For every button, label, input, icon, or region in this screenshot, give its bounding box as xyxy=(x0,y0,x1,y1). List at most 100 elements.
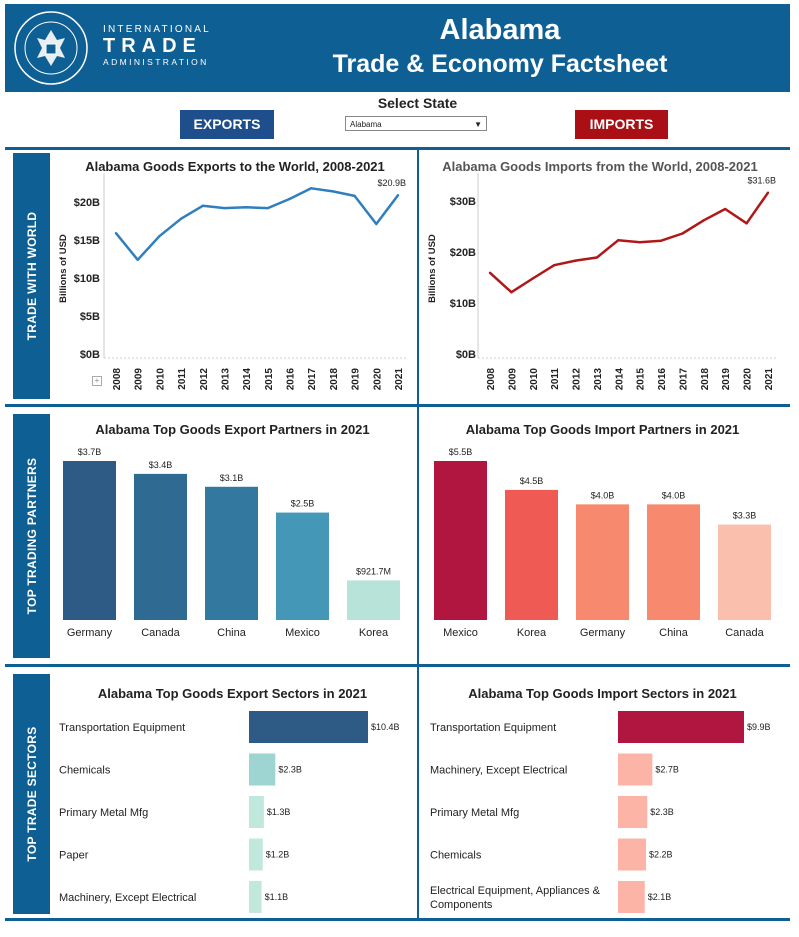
imports-xtick-label: 2019 xyxy=(721,368,732,391)
exports-xtick-label: 2014 xyxy=(242,368,253,391)
import-sectors-bar-label: $2.7B xyxy=(655,765,679,775)
exports-data-point xyxy=(179,217,183,220)
imports-xtick-label: 2008 xyxy=(486,368,497,391)
export-partners-category-label: Korea xyxy=(359,627,389,639)
ita-line2: TRADE xyxy=(103,35,202,57)
exports-last-value-label: $20.9B xyxy=(377,178,406,188)
exports-xtick-label: 2010 xyxy=(155,368,166,391)
imports-xtick-label: 2011 xyxy=(550,368,561,390)
imports-xtick-label: 2020 xyxy=(743,368,754,391)
exports-data-point xyxy=(353,194,356,198)
import-partners-category-label: Canada xyxy=(725,627,764,639)
sidebar-top-trading-partners: TOP TRADING PARTNERS xyxy=(13,414,50,658)
column-divider-2 xyxy=(417,407,419,664)
imports-data-point xyxy=(702,219,706,222)
export-partners-category-label: China xyxy=(217,627,247,639)
export-sectors-bar-label: $1.1B xyxy=(265,892,289,902)
imports-xtick-label: 2021 xyxy=(764,368,775,391)
import-partners-bar-label: $3.3B xyxy=(733,511,757,521)
page-title: Alabama xyxy=(439,14,561,46)
exports-data-point xyxy=(375,222,378,226)
header-banner: INTERNATIONAL TRADE ADMINISTRATION Alaba… xyxy=(5,4,790,92)
imports-xtick-label: 2009 xyxy=(507,368,518,391)
exports-xtick-label: 2021 xyxy=(394,368,405,391)
export-sectors-bar-label: $2.3B xyxy=(278,765,302,775)
export-sectors-category-label: Transportation Equipment xyxy=(59,722,185,734)
export-partners-bar-label: $2.5B xyxy=(291,499,315,509)
export-sectors-bar xyxy=(249,796,264,828)
import-sectors-bar xyxy=(618,838,646,871)
export-sectors-bar xyxy=(249,753,276,786)
imports-line-title: Alabama Goods Imports from the World, 20… xyxy=(442,159,758,174)
import-sectors-bar-label: $9.9B xyxy=(747,722,771,732)
imports-data-point xyxy=(681,232,684,235)
exports-ytick-label: $10B xyxy=(74,273,100,285)
export-partners-bar xyxy=(276,512,329,620)
exports-data-point xyxy=(201,204,204,207)
import-sectors-title: Alabama Top Goods Import Sectors in 2021 xyxy=(468,686,737,701)
imports-button[interactable]: IMPORTS xyxy=(575,110,668,139)
imports-data-point xyxy=(531,277,534,280)
exports-data-point xyxy=(136,258,139,261)
export-partners-bar xyxy=(134,473,187,620)
imports-xtick-label: 2012 xyxy=(572,368,583,391)
column-divider-3 xyxy=(417,667,419,918)
imports-data-point xyxy=(488,271,492,275)
exports-xtick-label: 2020 xyxy=(372,368,383,391)
import-partners-bar xyxy=(434,461,487,620)
imports-data-point xyxy=(617,238,620,242)
export-sectors-title: Alabama Top Goods Export Sectors in 2021 xyxy=(97,686,368,701)
import-sectors-category-label: Chemicals xyxy=(430,850,482,862)
export-sectors-category-label: Chemicals xyxy=(59,765,111,777)
imports-data-point xyxy=(574,259,577,262)
state-select[interactable]: Alabama ▼ xyxy=(345,116,487,131)
expand-icon[interactable]: + xyxy=(92,376,102,386)
exports-ytick-label: $15B xyxy=(74,235,100,247)
imports-last-value-label: $31.6B xyxy=(747,176,776,186)
import-partners-bar xyxy=(576,504,629,620)
export-sectors-category-label: Primary Metal Mfg xyxy=(59,807,148,819)
section-divider-middle xyxy=(5,404,790,407)
export-partners-category-label: Germany xyxy=(67,627,113,639)
imports-xtick-label: 2017 xyxy=(678,368,689,391)
chevron-down-icon: ▼ xyxy=(474,120,482,129)
imports-xtick-label: 2016 xyxy=(657,368,668,391)
import-sectors-category-label: Primary Metal Mfg xyxy=(430,807,519,819)
imports-data-point xyxy=(638,241,641,244)
export-sectors-bar-label: $1.3B xyxy=(267,807,291,817)
column-divider-1 xyxy=(417,150,419,404)
import-partners-category-label: Mexico xyxy=(443,627,478,639)
exports-button[interactable]: EXPORTS xyxy=(180,110,274,139)
select-state-label: Select State xyxy=(377,95,458,111)
import-partners-category-label: Germany xyxy=(580,627,626,639)
exports-xtick-label: 2017 xyxy=(307,368,318,391)
sidebar-trade-with-world: TRADE WITH WORLD xyxy=(13,153,50,399)
exports-xtick-label: 2009 xyxy=(134,368,145,391)
exports-xtick-label: 2018 xyxy=(329,368,340,391)
export-partners-bar xyxy=(347,580,400,620)
exports-xtick-label: 2011 xyxy=(177,368,188,390)
imports-data-point xyxy=(766,191,770,194)
exports-data-point xyxy=(223,206,226,210)
exports-data-point xyxy=(244,206,248,209)
imports-data-point xyxy=(659,239,663,242)
export-partners-bar-label: $921.7M xyxy=(356,566,391,576)
export-sectors-bar xyxy=(249,711,368,743)
imports-data-point xyxy=(552,263,556,267)
exports-data-point xyxy=(331,190,335,193)
exports-ytick-label: $5B xyxy=(80,311,100,323)
import-sectors-bar xyxy=(618,796,648,828)
exports-xtick-label: 2015 xyxy=(264,368,275,391)
exports-data-point xyxy=(114,231,118,235)
exports-data-point xyxy=(310,187,313,190)
state-select-value: Alabama xyxy=(350,120,382,129)
import-sectors-category-label: Transportation Equipment xyxy=(430,722,556,734)
import-partners-title: Alabama Top Goods Import Partners in 202… xyxy=(465,422,740,437)
import-partners-bar xyxy=(647,504,700,620)
section-divider-lower xyxy=(5,664,790,667)
exports-series-line xyxy=(115,187,399,262)
imports-xtick-label: 2015 xyxy=(636,368,647,391)
imports-data-point xyxy=(510,291,513,294)
imports-xtick-label: 2018 xyxy=(700,368,711,391)
export-partners-bar-label: $3.7B xyxy=(78,447,102,457)
